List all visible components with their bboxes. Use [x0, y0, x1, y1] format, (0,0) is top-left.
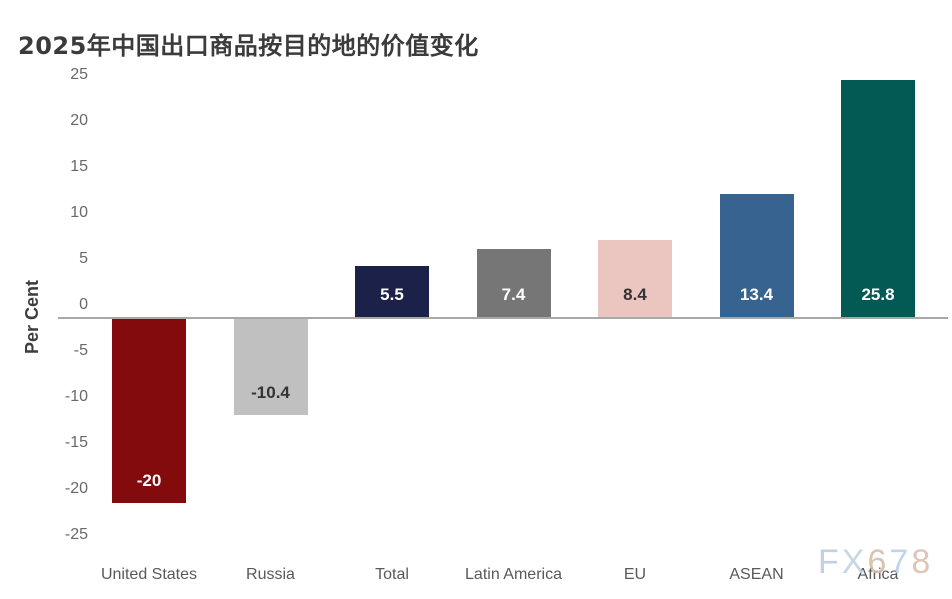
category-label-eu: EU: [623, 566, 647, 583]
bar-value-label: 13.4: [739, 284, 774, 304]
y-tick-label: -10: [64, 388, 88, 405]
bar-russia: -10.4: [233, 319, 308, 415]
bar-total: 5.5: [355, 266, 429, 317]
category-label-latin-america: Latin America: [465, 566, 562, 583]
watermark-letter: 8: [911, 543, 934, 581]
watermark-fx678: FX678: [818, 543, 933, 581]
bar-value-label: 25.8: [861, 284, 895, 304]
y-tick-label: -15: [64, 434, 88, 451]
y-tick-label: -5: [73, 342, 88, 359]
y-tick-label: 5: [79, 250, 88, 267]
bar-asean: 13.4: [719, 193, 794, 317]
category-label-asean: ASEAN: [729, 566, 784, 583]
bar-value-label: 7.4: [501, 284, 526, 304]
bar-united-states: -20: [112, 319, 186, 503]
x-axis-line: [58, 317, 948, 319]
y-tick-label: 25: [70, 66, 88, 83]
bar-africa: 25.8: [841, 79, 915, 317]
chart-title: 2025年中国出口商品按目的地的价值变化: [18, 32, 479, 60]
bar-value-label: -20: [136, 471, 162, 490]
watermark-letter: X: [841, 543, 868, 581]
y-tick-label: -20: [64, 480, 88, 497]
y-tick-label: 15: [70, 158, 88, 175]
y-tick-label: 20: [70, 112, 88, 129]
category-label-africa: Africa: [857, 566, 899, 583]
y-tick-label: 10: [70, 204, 88, 221]
y-tick-label: 0: [79, 296, 88, 313]
category-label-russia: Russia: [246, 566, 295, 583]
bar-latin-america: 7.4: [476, 248, 551, 317]
category-label-total: Total: [375, 566, 409, 583]
bar-value-label: 8.4: [623, 284, 647, 304]
bar-value-label: -10.4: [251, 382, 290, 402]
watermark-letter: 6: [867, 543, 890, 581]
watermark-letter: F: [818, 543, 842, 581]
bar-eu: 8.4: [598, 239, 672, 317]
bar-value-label: 5.5: [380, 284, 404, 304]
category-label-united-states: United States: [100, 566, 198, 583]
y-tick-label: -25: [64, 526, 88, 543]
watermark-letter: 7: [889, 543, 912, 581]
